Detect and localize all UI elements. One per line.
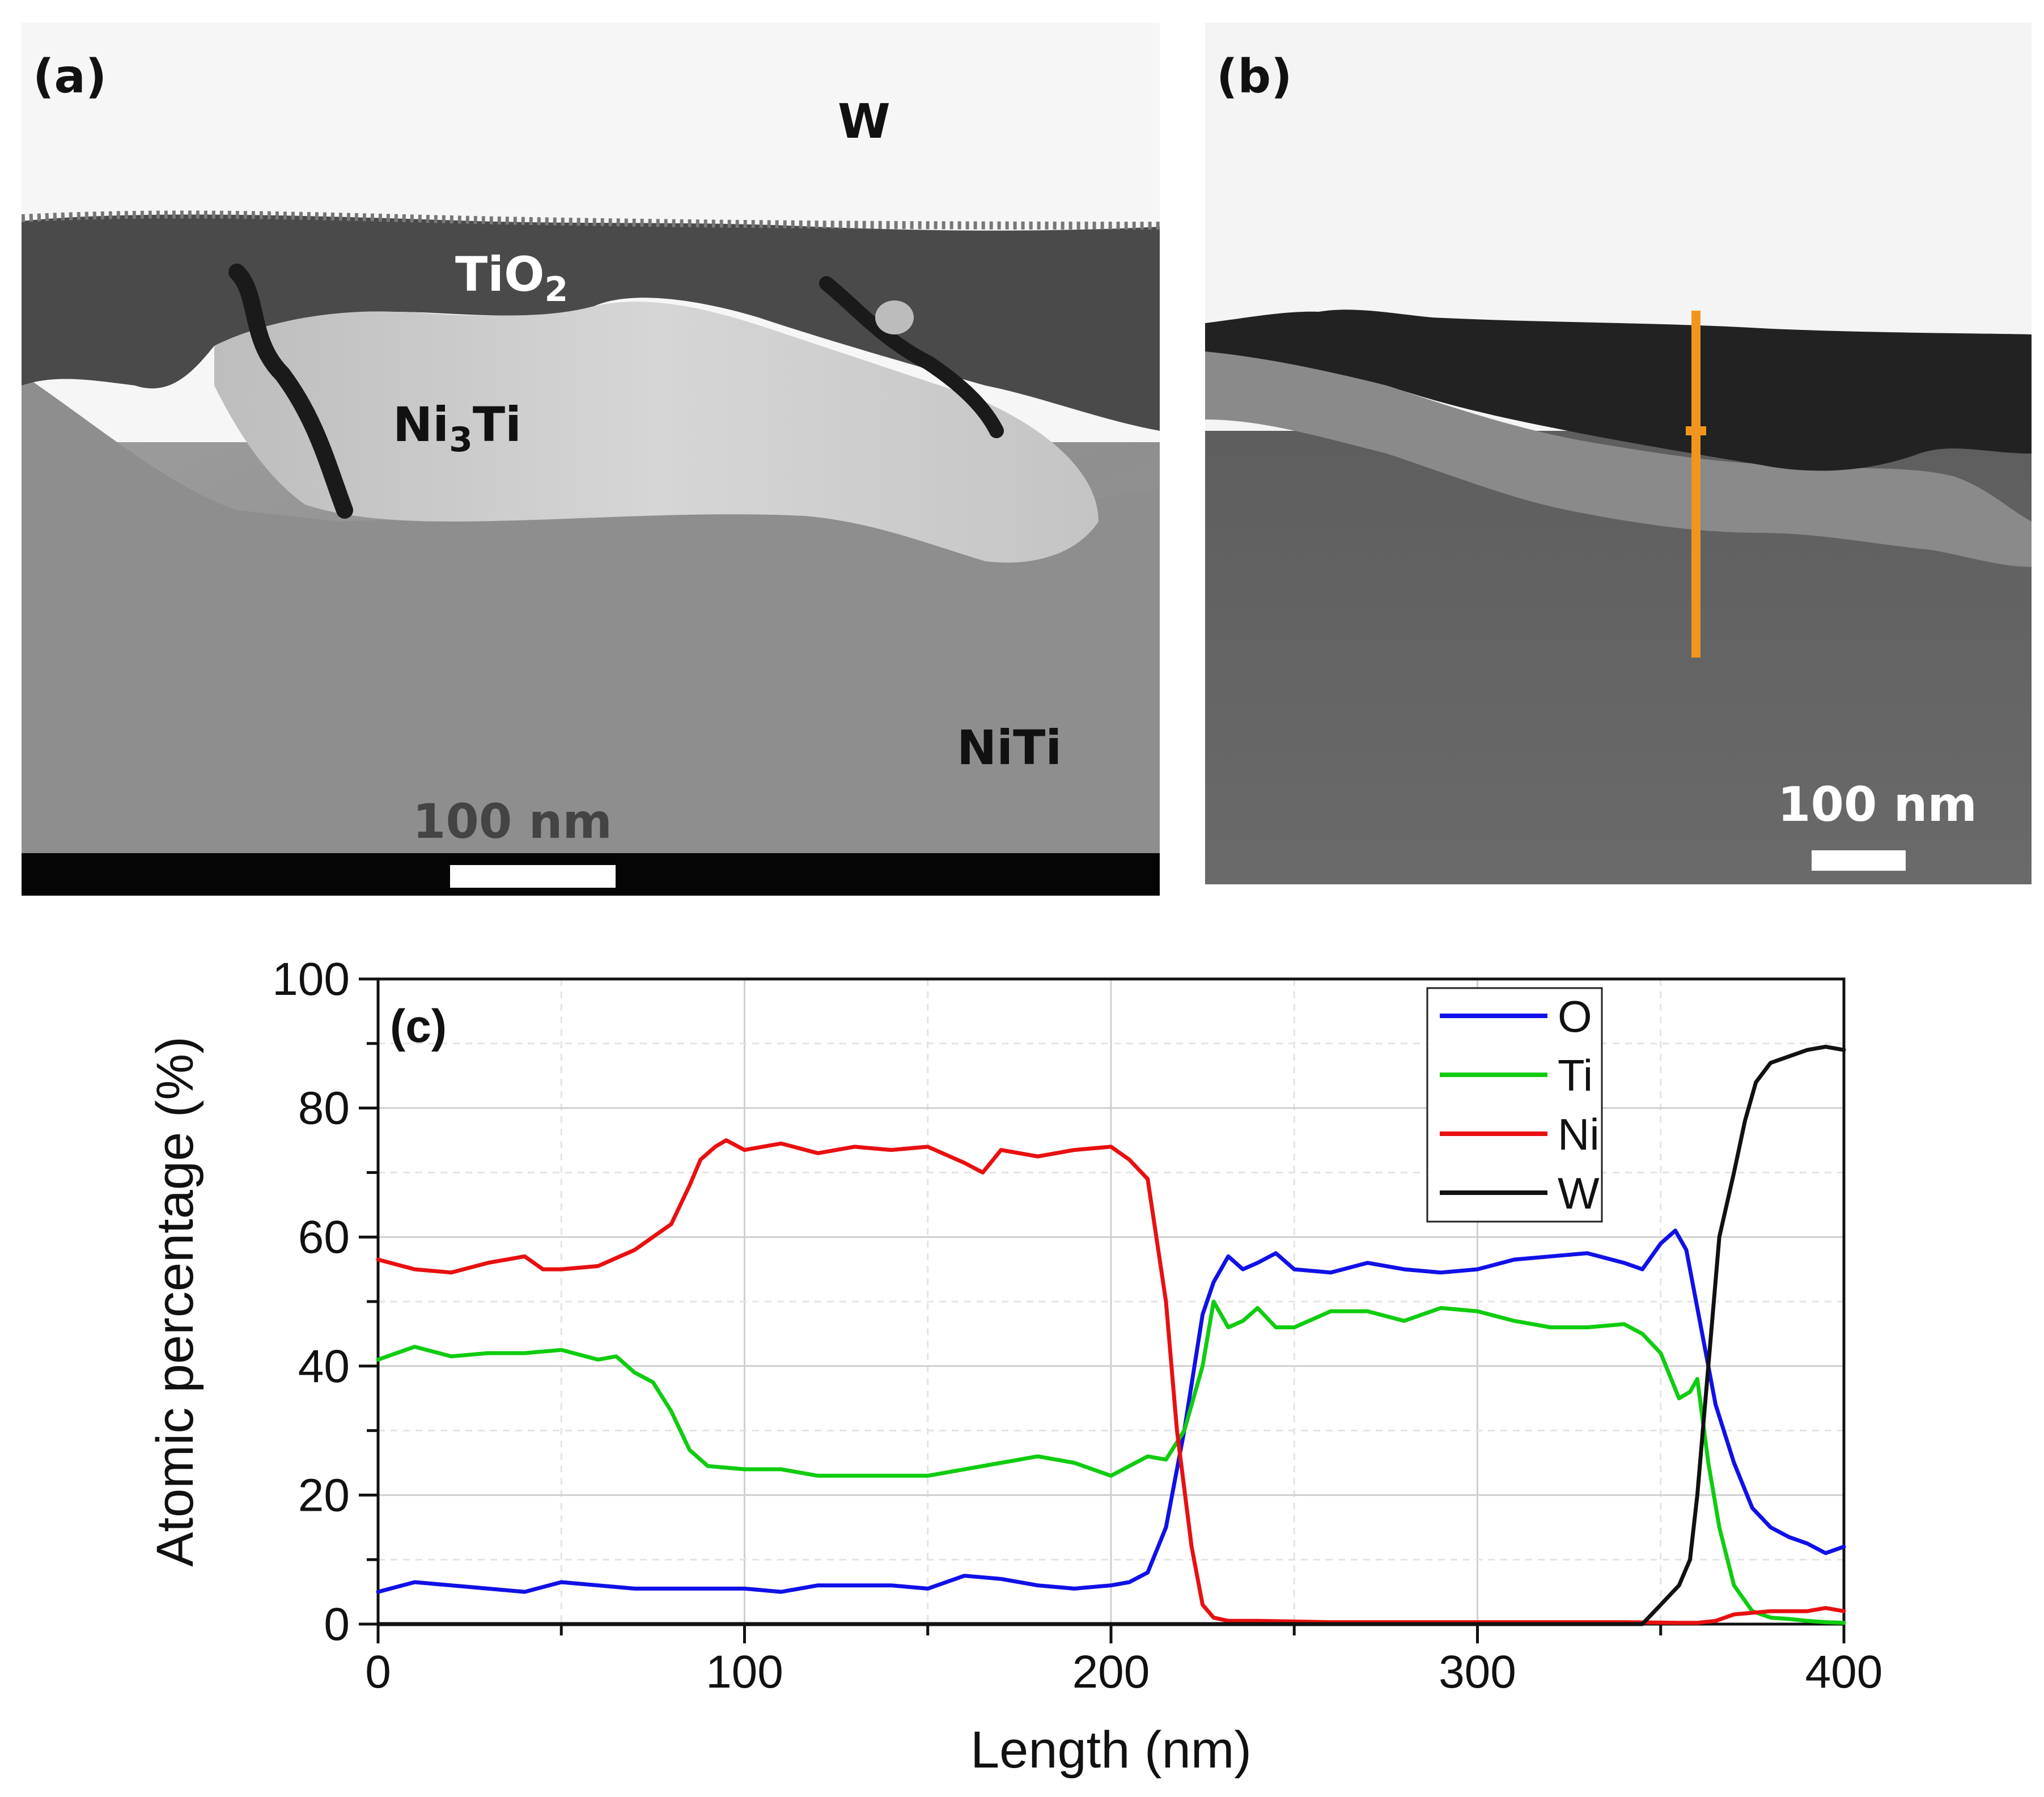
series-line-ti (376, 1299, 1846, 1625)
panel-label-c: (c) (390, 1001, 447, 1052)
series-line-o (376, 1228, 1846, 1594)
x-tick-label: 400 (1805, 1646, 1883, 1698)
grain-boundary-crack-left (228, 264, 353, 519)
y-tick-label: 100 (272, 953, 350, 1005)
scale-bar (450, 865, 616, 888)
label-ni3ti-post: Ti (472, 397, 521, 452)
legend-label-o: O (1558, 991, 1592, 1041)
void-feature (875, 300, 914, 334)
y-tick-label: 40 (298, 1341, 350, 1392)
tem-image-a (22, 23, 1160, 896)
ticks-layer: 0 100 200 300 400 0 20 40 60 80 100 (272, 953, 1882, 1698)
tio2-top-texture (22, 210, 1160, 230)
grid-layer (378, 979, 1844, 1624)
label-tio2-sub: 2 (544, 269, 569, 310)
tem-image-panel-b: (b) 100 nm (1205, 23, 2032, 884)
y-tick-label: 80 (298, 1083, 350, 1134)
tem-image-panel-a: (a) W TiO2 Ni3Ti NiTi 100 nm (22, 23, 1160, 896)
series-line-w (376, 1045, 1846, 1626)
series-layer (376, 1045, 1846, 1626)
panel-label-b: (b) (1216, 50, 1292, 104)
tem-image-b (1205, 23, 2032, 884)
panel-label-a: (a) (33, 50, 107, 104)
ni3ti-layer-region-b (1205, 340, 2032, 567)
label-ni3ti-pre: Ni (393, 397, 449, 452)
scale-bar-label-b: 100 nm (1778, 777, 1977, 832)
tio2-layer-region-b (1205, 310, 2032, 471)
legend: O Ti Ni W (1426, 987, 1603, 1223)
y-tick-label: 0 (324, 1599, 350, 1650)
y-axis-label: Atomic percentage (%) (146, 1036, 204, 1567)
label-niti: NiTi (957, 720, 1062, 775)
label-ni3ti-sub: 3 (449, 419, 473, 460)
label-tio2: TiO2 (455, 247, 568, 310)
label-ni3ti: Ni3Ti (393, 397, 521, 460)
x-axis-label: Length (nm) (970, 1721, 1252, 1779)
scale-bar-label-a: 100 nm (413, 794, 612, 849)
legend-label-ni: Ni (1558, 1109, 1600, 1159)
niti-grain-region (22, 374, 1160, 884)
tio2-layer-region (22, 214, 1160, 431)
label-tio2-main: TiO (455, 247, 545, 302)
legend-label-w: W (1558, 1168, 1600, 1218)
x-tick-label: 300 (1439, 1646, 1516, 1698)
ni3ti-grain-region (214, 302, 1099, 563)
y-tick-label: 60 (298, 1211, 350, 1263)
y-tick-label: 20 (298, 1469, 350, 1521)
legend-box (1426, 987, 1603, 1223)
label-w: W (838, 94, 890, 149)
x-tick-label: 200 (1072, 1646, 1150, 1698)
x-tick-label: 0 (365, 1646, 391, 1698)
legend-label-ti: Ti (1558, 1050, 1593, 1100)
x-tick-label: 100 (706, 1646, 783, 1698)
grain-boundary-crack-right (819, 276, 1004, 438)
scale-bar-b (1812, 850, 1906, 871)
